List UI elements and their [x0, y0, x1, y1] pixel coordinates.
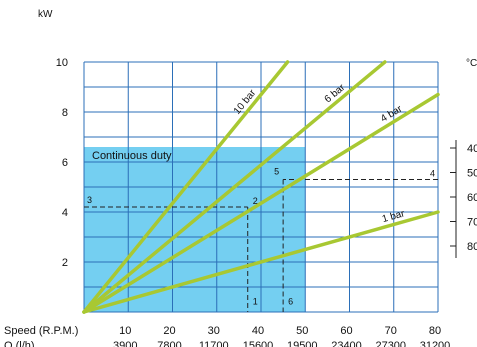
flow-tick-label: 7800: [157, 340, 181, 347]
y-tick-label: 8: [62, 107, 68, 119]
speed-tick-label: 80: [429, 325, 441, 337]
y-axis-label: kW: [38, 9, 53, 20]
flow-tick-label: 23400: [331, 340, 362, 347]
y-tick-label: 4: [62, 207, 68, 219]
y-tick-label: 10: [56, 57, 68, 69]
y-tick-label: 2: [62, 257, 68, 269]
reference-point-label: 4: [430, 169, 435, 179]
reference-point-label: 3: [87, 195, 92, 205]
flow-tick-label: 15600: [243, 340, 274, 347]
speed-tick-label: 60: [340, 325, 352, 337]
temperature-unit-label: °C: [466, 58, 477, 69]
x-axis-speed-label: Speed (R.P.M.): [4, 325, 78, 337]
reference-point-label: 1: [253, 296, 258, 306]
flow-tick-label: 27300: [375, 340, 406, 347]
flow-tick-label: 31200: [420, 340, 451, 347]
temperature-tick-label: 50: [467, 168, 477, 180]
temperature-tick-label: 60: [467, 192, 477, 204]
reference-point-label: 5: [274, 167, 279, 177]
flow-tick-label: 3900: [113, 340, 137, 347]
speed-tick-label: 30: [208, 325, 220, 337]
flow-tick-label: 19500: [287, 340, 318, 347]
temperature-tick-label: 40: [467, 143, 477, 155]
speed-tick-label: 10: [119, 325, 131, 337]
series-line-0: [82, 60, 290, 314]
x-axis-flow-label: Q (l/h): [4, 340, 35, 347]
y-tick-label: 6: [62, 157, 68, 169]
reference-point-label: 2: [253, 196, 258, 206]
speed-tick-label: 40: [252, 325, 264, 337]
speed-tick-label: 70: [385, 325, 397, 337]
series-line-2: [82, 92, 440, 314]
temperature-tick-label: 70: [467, 217, 477, 229]
temperature-tick-label: 80: [467, 241, 477, 253]
series-line-3: [82, 210, 440, 314]
continuous-duty-label: Continuous duty: [92, 150, 172, 162]
reference-point-label: 6: [288, 296, 293, 306]
series-line-1: [82, 60, 387, 314]
speed-tick-label: 50: [296, 325, 308, 337]
flow-tick-label: 11700: [199, 340, 229, 347]
speed-tick-label: 20: [163, 325, 175, 337]
